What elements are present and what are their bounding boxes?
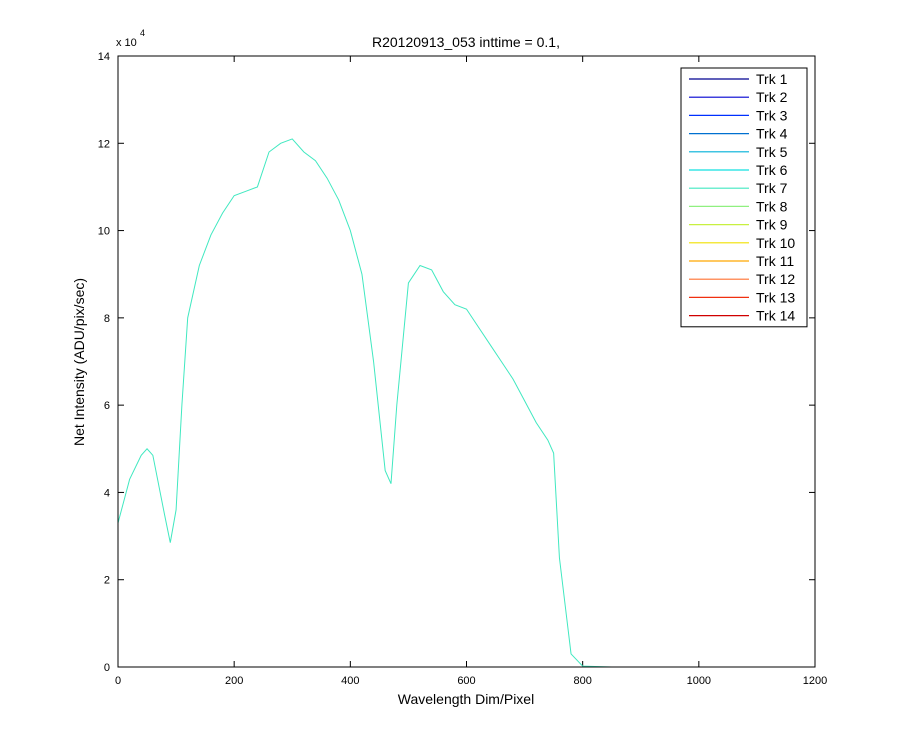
series-line [117,138,713,668]
legend-label: Trk 8 [756,198,788,214]
legend-label: Trk 11 [756,253,794,269]
x-tick-label: 800 [573,675,591,687]
y-tick-label: 12 [98,138,110,150]
chart-title: R20120913_053 inttime = 0.1, [372,34,560,50]
y-tick-label: 4 [104,487,110,499]
y-axis-label: Net Intensity (ADU/pix/sec) [71,278,87,446]
legend-label: Trk 2 [756,89,788,105]
legend-label: Trk 13 [756,289,795,305]
legend-label: Trk 10 [756,235,795,251]
legend-label: Trk 9 [756,217,788,233]
legend-label: Trk 4 [756,126,788,142]
x-axis-label: Wavelength Dim/Pixel [398,691,534,707]
y-tick-label: 8 [104,313,110,325]
y-scale-label: x 10 [116,37,137,49]
legend-label: Trk 1 [756,71,788,87]
y-scale-exponent: 4 [140,28,145,38]
x-tick-label: 400 [341,675,359,687]
y-tick-label: 2 [104,575,110,587]
x-tick-label: 600 [457,675,475,687]
plot-frame [117,55,816,668]
y-tick-label: 10 [98,226,110,238]
legend-label: Trk 14 [756,308,795,324]
legend-box [680,67,808,328]
legend-label: Trk 12 [756,271,795,287]
y-tick-label: 14 [98,51,110,63]
x-tick-label: 200 [225,675,243,687]
legend-label: Trk 5 [756,144,788,160]
y-tick-label: 6 [104,400,110,412]
x-tick-label: 0 [115,675,121,687]
legend-label: Trk 6 [756,162,788,178]
legend-label: Trk 3 [756,107,788,123]
x-tick-label: 1200 [803,675,827,687]
y-tick-label: 0 [104,662,110,674]
legend-label: Trk 7 [756,180,788,196]
x-tick-label: 1000 [687,675,711,687]
